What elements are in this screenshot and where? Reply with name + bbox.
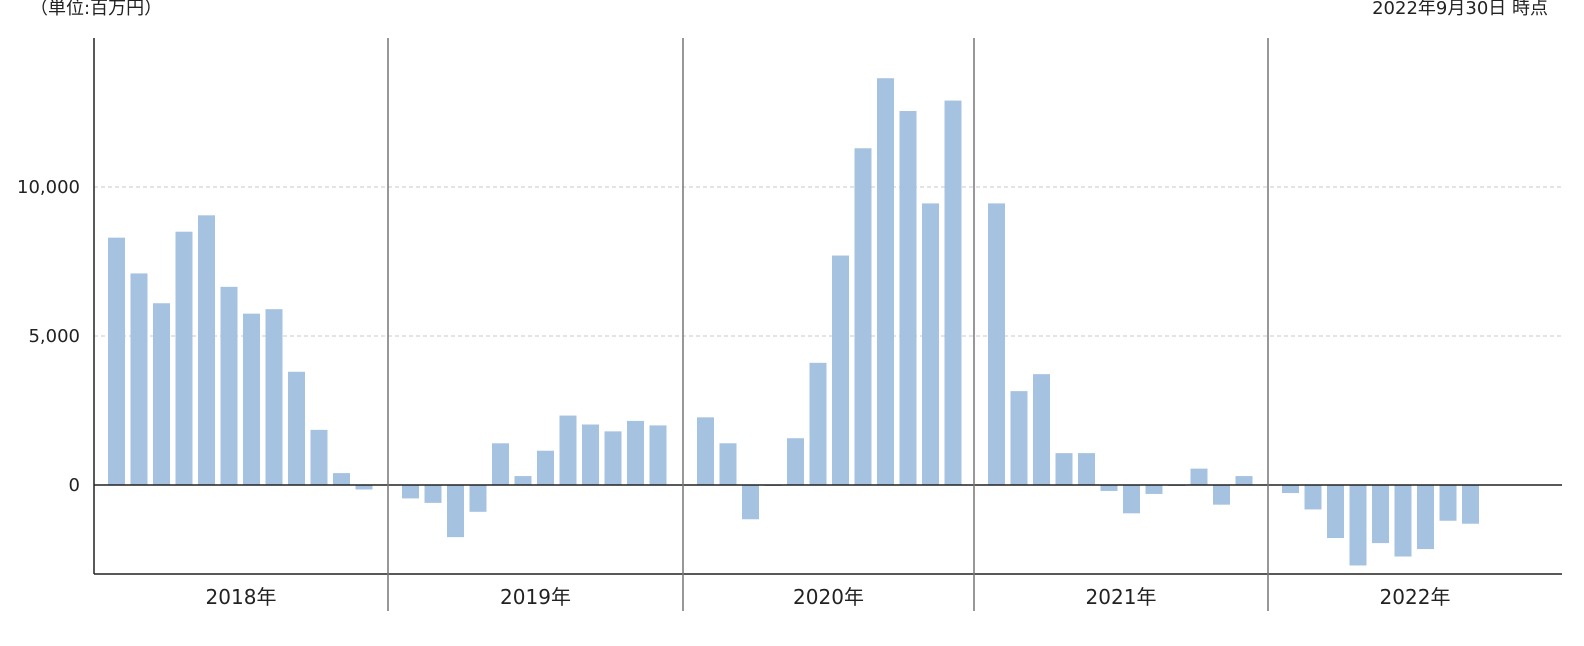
bar-2022年-6: [1394, 485, 1412, 557]
bar-2018年-6: [220, 286, 238, 485]
bar-2022年-8: [1439, 485, 1457, 521]
bar-2022年-2: [1304, 485, 1322, 510]
bar-2021年-12: [1235, 476, 1253, 485]
bar-2018年-3: [153, 303, 170, 485]
bar-2019年-5: [492, 443, 509, 485]
bar-2020年-2: [719, 443, 737, 485]
x-category-label: 2019年: [500, 585, 571, 609]
bar-2018年-11: [333, 473, 350, 485]
bars: [108, 78, 1479, 566]
bar-2021年-3: [1033, 374, 1050, 485]
bar-2022年-5: [1372, 485, 1389, 544]
bar-2022年-7: [1417, 485, 1434, 550]
tick-labels: 0 5,000 10,000 2018年 2019年 2020年 2021年 2022年: [17, 177, 1450, 609]
gridlines: [94, 186, 1562, 337]
bar-2018年-10: [310, 429, 328, 485]
bar-2020年-11: [922, 203, 939, 485]
bar-2020年-9: [877, 78, 894, 485]
bar-2022年-1: [1282, 485, 1299, 494]
bar-2018年-1: [108, 237, 125, 485]
x-category-label: 2018年: [206, 585, 277, 609]
bar-2018年-9: [288, 371, 305, 485]
x-category-label: 2020年: [793, 585, 864, 609]
bar-2019年-6: [514, 476, 532, 485]
bar-2018年-8: [265, 309, 283, 485]
bar-2019年-2: [424, 485, 442, 503]
bar-2021年-2: [1010, 391, 1028, 485]
bar-2020年-6: [809, 362, 827, 485]
bar-2019年-3: [447, 485, 464, 538]
bar-2020年-7: [832, 255, 849, 485]
bar-2020年-10: [899, 111, 917, 485]
bar-2021年-4: [1055, 453, 1073, 485]
bar-2021年-6: [1100, 485, 1118, 491]
bar-2020年-8: [854, 148, 872, 485]
bar-2018年-7: [243, 313, 260, 485]
y-tick-label: 5,000: [28, 326, 80, 347]
bar-2018年-5: [198, 215, 215, 485]
bar-2020年-3: [742, 485, 759, 520]
bar-2020年-5: [787, 438, 804, 485]
bar-2021年-10: [1190, 468, 1208, 485]
bar-2018年-12: [355, 485, 373, 490]
bar-2018年-2: [130, 273, 148, 485]
bar-2019年-12: [649, 425, 667, 485]
bar-2019年-4: [469, 485, 487, 512]
bar-2021年-7: [1123, 485, 1140, 514]
x-category-label: 2021年: [1086, 585, 1157, 609]
bar-2022年-3: [1327, 485, 1344, 539]
y-tick-label: 0: [69, 475, 80, 496]
bar-2019年-11: [627, 420, 644, 485]
bar-2020年-12: [944, 100, 962, 485]
bar-2018年-4: [175, 231, 193, 485]
unit-label: （単位:百万円）: [30, 0, 163, 19]
as-of-date-label: 2022年9月30日 時点: [1372, 0, 1548, 19]
bar-2021年-1: [988, 203, 1005, 485]
bar-2021年-5: [1078, 453, 1095, 485]
bar-2021年-8: [1145, 485, 1163, 494]
y-tick-label: 10,000: [17, 177, 80, 198]
bar-2021年-11: [1213, 485, 1230, 505]
bar-2020年-1: [697, 417, 714, 485]
bar-2019年-9: [582, 424, 599, 485]
bar-2019年-10: [604, 431, 622, 485]
bar-2022年-4: [1349, 485, 1367, 566]
bar-2019年-7: [537, 450, 554, 485]
axes: [93, 38, 1562, 611]
bar-2019年-1: [402, 485, 419, 499]
bar-2019年-8: [559, 415, 577, 485]
x-category-label: 2022年: [1380, 585, 1451, 609]
bar-2022年-9: [1462, 485, 1479, 524]
